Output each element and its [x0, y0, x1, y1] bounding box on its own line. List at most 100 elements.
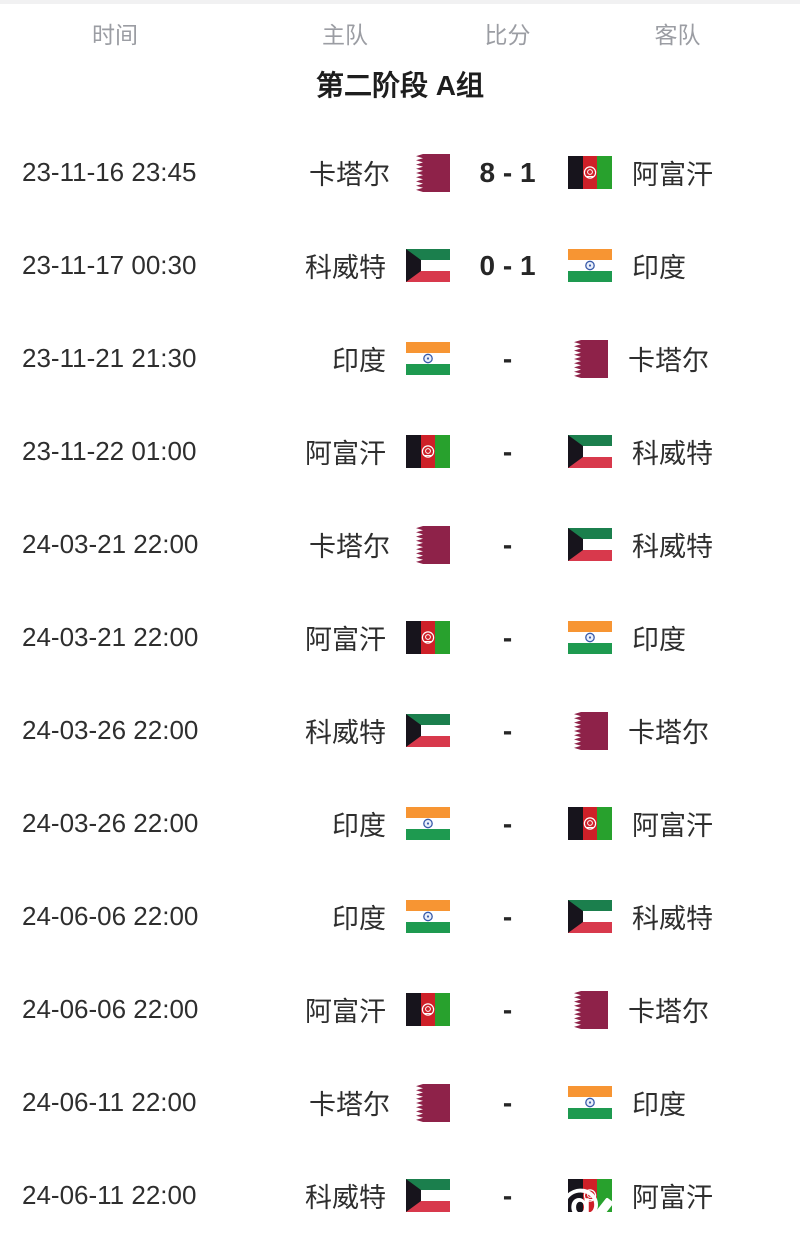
home-team-name: 科威特	[305, 1183, 386, 1213]
match-time: 24-06-06 22:00	[22, 901, 199, 931]
away-team-flag-icon: @	[559, 1179, 614, 1225]
home-team-name: 阿富汗	[305, 439, 386, 469]
away-team-name: 科威特	[632, 532, 713, 562]
away-team-flag-icon	[568, 621, 612, 654]
home-team-cell: 印度	[230, 804, 460, 843]
column-header-away: 客队	[654, 22, 701, 48]
home-team-name: 印度	[332, 346, 386, 376]
home-team-name: 印度	[332, 904, 386, 934]
away-team-name: 印度	[632, 625, 686, 655]
away-team-name: 阿富汗	[632, 811, 713, 841]
match-time: 23-11-21 21:30	[22, 343, 197, 373]
match-row[interactable]: 24-03-26 22:00 科威特 - 卡塔尔	[0, 684, 800, 777]
match-score: -	[502, 1086, 513, 1118]
match-score: -	[502, 342, 513, 374]
match-row[interactable]: 24-06-11 22:00 卡塔尔 - 印度	[0, 1056, 800, 1149]
match-row[interactable]: 23-11-16 23:45 卡塔尔 8 - 1 阿富汗	[0, 126, 800, 219]
away-team-flag-icon	[568, 807, 612, 840]
home-team-flag-icon	[406, 435, 450, 468]
home-team-cell: 科威特	[230, 1176, 460, 1215]
home-team-flag-icon	[410, 525, 450, 564]
home-team-cell: 科威特	[230, 246, 460, 285]
home-team-flag-icon	[406, 1179, 450, 1212]
match-score: -	[502, 900, 513, 932]
away-team-cell: @ 阿富汗	[555, 1176, 800, 1225]
match-time: 24-03-21 22:00	[22, 529, 199, 559]
match-row[interactable]: 24-03-21 22:00 阿富汗 - 印度	[0, 591, 800, 684]
home-team-flag-icon	[406, 621, 450, 654]
match-score: -	[502, 621, 513, 653]
home-team-name: 卡塔尔	[309, 160, 390, 190]
away-team-cell: 卡塔尔	[555, 990, 800, 1029]
match-row[interactable]: 23-11-17 00:30 科威特 0 - 1 印度	[0, 219, 800, 312]
away-team-cell: 科威特	[555, 432, 800, 471]
away-team-cell: 印度	[555, 1083, 800, 1122]
home-team-flag-icon	[406, 342, 450, 375]
top-divider	[0, 0, 800, 4]
home-team-flag-icon	[410, 1083, 450, 1122]
match-row[interactable]: 24-06-06 22:00 印度 - 科威特	[0, 870, 800, 963]
away-team-cell: 印度	[555, 618, 800, 657]
home-team-flag-icon	[406, 900, 450, 933]
home-team-flag-icon	[406, 807, 450, 840]
away-team-name: 印度	[632, 1090, 686, 1120]
home-team-name: 阿富汗	[305, 625, 386, 655]
match-row[interactable]: 23-11-21 21:30 印度 - 卡塔尔	[0, 312, 800, 405]
home-team-flag-icon	[406, 249, 450, 282]
away-team-flag-icon	[568, 435, 612, 468]
away-team-name: 卡塔尔	[628, 346, 709, 376]
match-score: -	[502, 993, 513, 1025]
match-score: 8 - 1	[479, 156, 536, 188]
away-team-name: 卡塔尔	[628, 997, 709, 1027]
away-team-cell: 科威特	[555, 897, 800, 936]
home-team-name: 卡塔尔	[309, 1090, 390, 1120]
away-team-flag-icon	[568, 249, 612, 282]
match-time: 24-06-11 22:00	[22, 1087, 197, 1117]
away-team-flag-icon	[568, 990, 608, 1029]
home-team-name: 阿富汗	[305, 997, 386, 1027]
match-row[interactable]: 24-03-21 22:00 卡塔尔 - 科威特	[0, 498, 800, 591]
away-team-flag-icon	[568, 1086, 612, 1119]
away-team-name: 科威特	[632, 439, 713, 469]
home-team-name: 印度	[332, 811, 386, 841]
home-team-cell: 阿富汗	[230, 432, 460, 471]
away-team-flag-icon	[568, 156, 612, 189]
away-team-name: 阿富汗	[632, 160, 713, 190]
match-row[interactable]: 24-06-06 22:00 阿富汗 - 卡塔尔	[0, 963, 800, 1056]
home-team-flag-icon	[406, 714, 450, 747]
away-team-name: 阿富汗	[632, 1183, 713, 1213]
home-team-cell: 卡塔尔	[230, 1083, 460, 1122]
match-time: 24-06-11 22:00	[22, 1180, 197, 1210]
match-row[interactable]: 24-03-26 22:00 印度 - 阿富汗	[0, 777, 800, 870]
away-team-cell: 卡塔尔	[555, 711, 800, 750]
match-score: -	[502, 714, 513, 746]
match-row[interactable]: 24-06-11 22:00 科威特 - @ 阿富汗	[0, 1149, 800, 1233]
home-team-name: 科威特	[305, 718, 386, 748]
match-time: 23-11-16 23:45	[22, 157, 197, 187]
away-team-flag-icon	[568, 900, 612, 933]
away-team-cell: 阿富汗	[555, 804, 800, 843]
away-team-name: 印度	[632, 253, 686, 283]
home-team-flag-icon	[406, 993, 450, 1026]
home-team-name: 科威特	[305, 253, 386, 283]
match-score: -	[502, 807, 513, 839]
away-team-name: 科威特	[632, 904, 713, 934]
away-team-flag-icon	[568, 339, 608, 378]
column-header-score: 比分	[484, 22, 531, 48]
away-team-flag-icon	[568, 711, 608, 750]
match-list: 23-11-16 23:45 卡塔尔 8 - 1 阿富汗 23-11-17 00…	[0, 126, 800, 1233]
match-row[interactable]: 23-11-22 01:00 阿富汗 - 科威特	[0, 405, 800, 498]
match-score: 0 - 1	[479, 249, 536, 281]
away-team-cell: 印度	[555, 246, 800, 285]
home-team-cell: 印度	[230, 339, 460, 378]
home-team-cell: 科威特	[230, 711, 460, 750]
away-team-cell: 科威特	[555, 525, 800, 564]
away-team-name: 卡塔尔	[628, 718, 709, 748]
home-team-cell: 印度	[230, 897, 460, 936]
match-time: 23-11-17 00:30	[22, 250, 197, 280]
match-time: 24-03-26 22:00	[22, 715, 199, 745]
column-header-time: 时间	[92, 22, 138, 48]
match-time: 24-03-21 22:00	[22, 622, 199, 652]
table-header: 时间 主队 比分 客队	[0, 4, 800, 62]
